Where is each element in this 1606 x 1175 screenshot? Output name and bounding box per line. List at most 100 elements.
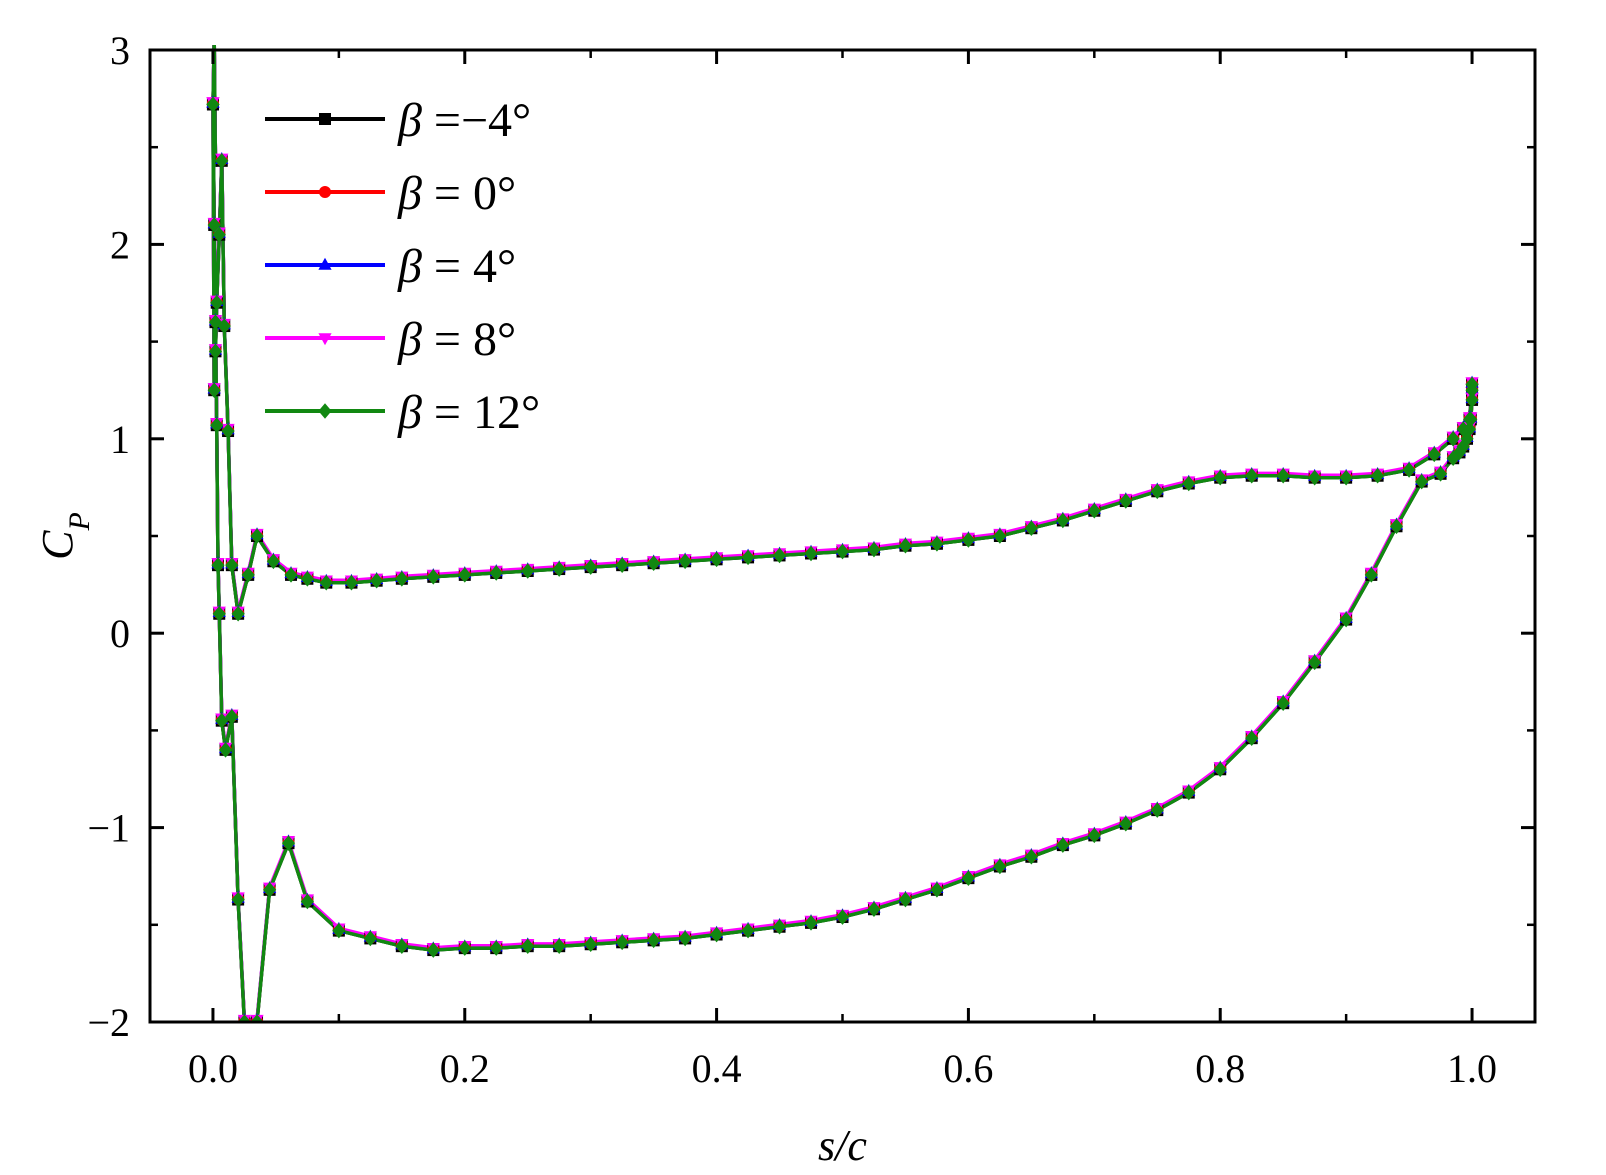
- data-point: [1276, 467, 1290, 484]
- data-point: [647, 555, 661, 572]
- y-axis-label-sub: P: [63, 512, 96, 531]
- data-point: [1427, 446, 1441, 463]
- y-tick-label: −1: [87, 806, 130, 851]
- legend-swatch-marker: [318, 257, 332, 270]
- data-point: [218, 742, 233, 758]
- data-point: [804, 915, 818, 931]
- legend-swatch-marker: [319, 113, 331, 125]
- data-point: [211, 557, 225, 573]
- data-point: [1150, 483, 1164, 500]
- legend-beta: β: [397, 313, 422, 366]
- data-point: [867, 541, 881, 558]
- legend-label: β =−4°: [397, 94, 531, 147]
- data-point: [1056, 512, 1070, 529]
- data-point: [266, 553, 280, 570]
- data-point: [332, 922, 346, 939]
- data-point: [709, 551, 724, 568]
- data-point: [961, 532, 976, 548]
- axis-ticks: [150, 48, 1535, 1024]
- data-point: [319, 574, 333, 591]
- x-tick-label: 0.0: [188, 1046, 238, 1091]
- data-point: [930, 535, 944, 552]
- data-point: [1182, 784, 1196, 801]
- data-point: [207, 382, 221, 398]
- y-tick-label: 0: [110, 611, 130, 656]
- data-point: [1150, 802, 1164, 818]
- data-point: [263, 882, 277, 898]
- data-point: [208, 343, 223, 360]
- data-point: [1308, 469, 1322, 486]
- data-point: [225, 557, 239, 573]
- data-point: [1276, 695, 1290, 711]
- data-point: [231, 891, 245, 908]
- data-point: [426, 942, 440, 958]
- x-axis-label: s/c: [818, 1121, 867, 1170]
- data-point: [1371, 467, 1385, 484]
- data-point: [1465, 392, 1479, 408]
- y-tick-label: 1: [110, 417, 130, 462]
- data-point: [772, 547, 787, 564]
- data-point: [1087, 502, 1101, 519]
- data-point: [1402, 462, 1416, 478]
- data-point: [678, 553, 692, 570]
- legend-item: β = 8°: [265, 313, 516, 366]
- data-point: [489, 565, 503, 581]
- legend-swatch-marker: [318, 403, 332, 419]
- data-point: [231, 605, 245, 622]
- data-point: [584, 559, 598, 575]
- data-point: [212, 226, 226, 243]
- data-point: [1456, 421, 1470, 437]
- data-point: [458, 567, 472, 583]
- data-point: [370, 572, 384, 589]
- x-tick-label: 0.2: [440, 1046, 490, 1091]
- data-point: [741, 922, 755, 939]
- data-point: [835, 543, 850, 560]
- data-point: [206, 96, 220, 113]
- data-point: [1213, 761, 1227, 778]
- data-point: [210, 417, 224, 433]
- tick-labels: 0.0 0.2 0.4 0.6 0.8 1.0 −2 −1 0 1 2 3: [87, 28, 1497, 1091]
- data-point: [993, 858, 1007, 875]
- legend-value: = 0°: [422, 167, 516, 220]
- data-point: [1433, 465, 1448, 482]
- data-point: [1024, 520, 1038, 537]
- legend-label: β = 0°: [397, 167, 516, 220]
- legend-value: = 12°: [422, 386, 540, 439]
- data-point: [207, 217, 221, 233]
- data-point: [344, 574, 359, 591]
- data-point: [300, 570, 314, 587]
- x-tick-label: 0.8: [1195, 1046, 1245, 1091]
- data-point: [930, 882, 944, 898]
- data-point: [1446, 431, 1460, 447]
- legend-item: β =−4°: [265, 94, 531, 147]
- data-point: [1119, 493, 1133, 509]
- data-point: [215, 712, 229, 729]
- data-point: [772, 918, 787, 935]
- data-point: [1339, 469, 1353, 486]
- legend-item: β = 0°: [265, 167, 516, 220]
- data-point: [1452, 444, 1467, 461]
- x-tick-label: 1.0: [1447, 1046, 1497, 1091]
- data-point: [395, 938, 409, 954]
- x-tick-label: 0.4: [692, 1046, 742, 1091]
- data-point: [898, 891, 913, 908]
- data-point: [1056, 837, 1070, 853]
- legend-swatch-marker: [319, 186, 331, 198]
- data-point: [426, 569, 440, 585]
- data-point: [458, 940, 472, 956]
- data-point: [867, 901, 881, 918]
- data-point: [300, 893, 314, 910]
- legend-label: β = 12°: [397, 386, 540, 439]
- legend-beta: β: [397, 240, 422, 293]
- data-point: [395, 570, 409, 587]
- data-point: [647, 932, 661, 949]
- data-point: [741, 549, 755, 566]
- data-point: [1245, 730, 1259, 746]
- x-tick-label: 0.6: [943, 1046, 993, 1091]
- data-point: [241, 567, 255, 583]
- data-point: [1087, 827, 1101, 844]
- data-point: [250, 1014, 264, 1022]
- data-point: [1308, 654, 1322, 671]
- data-point: [521, 563, 535, 579]
